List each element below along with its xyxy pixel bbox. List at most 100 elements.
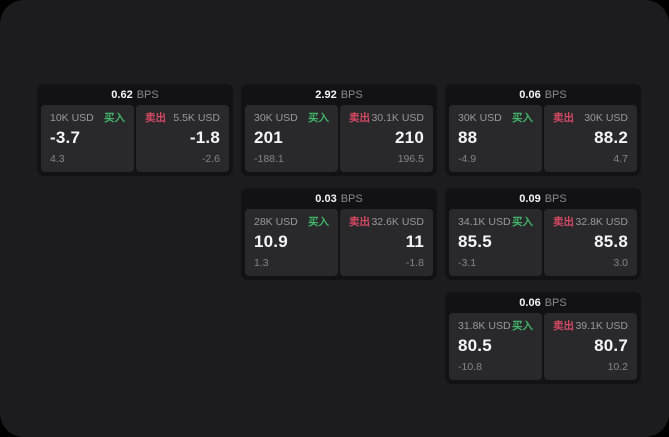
buy-delta: -3.1 xyxy=(458,257,477,269)
sell-tile[interactable]: 卖出 30K USD 88.2 4.7 xyxy=(544,105,637,172)
spread-value: 0.09 xyxy=(519,192,541,205)
buy-delta: 1.3 xyxy=(254,257,269,269)
sell-price: 11 xyxy=(405,232,424,251)
spread-unit-label: BPS xyxy=(340,88,363,101)
buy-notional: 30K USD xyxy=(458,112,502,124)
tile-row: 30K USD 买入 88 -4.9 卖出 30K USD 88.2 4.7 xyxy=(449,105,637,172)
spread-unit-label: BPS xyxy=(340,192,363,205)
spread-unit-label: BPS xyxy=(544,296,567,309)
buy-delta: -188.1 xyxy=(254,153,284,165)
quote-card: 0.06 BPS 30K USD 买入 88 -4.9 卖出 30K USD xyxy=(445,84,641,176)
buy-side-label: 买入 xyxy=(308,216,329,228)
buy-tile[interactable]: 34.1K USD 买入 85.5 -3.1 xyxy=(449,209,542,276)
sell-tile[interactable]: 卖出 32.8K USD 85.8 3.0 xyxy=(544,209,637,276)
tile-row: 30K USD 买入 201 -188.1 卖出 30.1K USD 210 1… xyxy=(245,105,433,172)
buy-tile[interactable]: 31.8K USD 买入 80.5 -10.8 xyxy=(449,313,542,380)
buy-side-label: 买入 xyxy=(512,112,533,124)
buy-notional: 31.8K USD xyxy=(458,320,511,332)
spread-header: 0.06 BPS xyxy=(449,84,637,105)
buy-price: 80.5 xyxy=(458,336,492,355)
buy-notional: 28K USD xyxy=(254,216,298,228)
buy-notional: 34.1K USD xyxy=(458,216,511,228)
sell-delta: 10.2 xyxy=(607,361,628,373)
sell-side-label: 卖出 xyxy=(349,216,370,228)
buy-notional: 10K USD xyxy=(50,112,94,124)
sell-side-label: 卖出 xyxy=(553,112,574,124)
sell-price: 88.2 xyxy=(594,128,628,147)
sell-notional: 32.6K USD xyxy=(371,216,424,228)
sell-notional: 39.1K USD xyxy=(575,320,628,332)
quote-card: 0.03 BPS 28K USD 买入 10.9 1.3 卖出 32.6K US… xyxy=(241,188,437,280)
sell-side-label: 卖出 xyxy=(145,112,166,124)
quote-card: 0.06 BPS 31.8K USD 买入 80.5 -10.8 卖出 39.1… xyxy=(445,292,641,384)
buy-delta: 4.3 xyxy=(50,153,65,165)
sell-price: 210 xyxy=(395,128,424,147)
spread-value: 0.62 xyxy=(111,88,133,101)
buy-side-label: 买入 xyxy=(104,112,125,124)
spread-header: 0.06 BPS xyxy=(449,292,637,313)
sell-tile-top: 卖出 32.8K USD xyxy=(553,216,628,229)
spread-value: 0.06 xyxy=(519,88,541,101)
buy-price: 201 xyxy=(254,128,283,147)
sell-notional: 30K USD xyxy=(584,112,628,124)
sell-tile[interactable]: 卖出 30.1K USD 210 196.5 xyxy=(340,105,433,172)
buy-notional: 30K USD xyxy=(254,112,298,124)
tile-row: 31.8K USD 买入 80.5 -10.8 卖出 39.1K USD 80.… xyxy=(449,313,637,380)
sell-tile-top: 卖出 39.1K USD xyxy=(553,320,628,333)
buy-side-label: 买入 xyxy=(308,112,329,124)
quote-card: 0.09 BPS 34.1K USD 买入 85.5 -3.1 卖出 32.8K… xyxy=(445,188,641,280)
buy-side-label: 买入 xyxy=(512,320,533,332)
spread-value: 0.03 xyxy=(315,192,337,205)
sell-price: 85.8 xyxy=(594,232,628,251)
sell-tile-top: 卖出 32.6K USD xyxy=(349,216,424,229)
sell-delta: -2.6 xyxy=(201,153,220,165)
quote-card: 2.92 BPS 30K USD 买入 201 -188.1 卖出 30.1K … xyxy=(241,84,437,176)
sell-tile-top: 卖出 30K USD xyxy=(553,112,628,125)
sell-delta: 196.5 xyxy=(397,153,424,165)
sell-notional: 30.1K USD xyxy=(371,112,424,124)
spread-value: 0.06 xyxy=(519,296,541,309)
sell-delta: 4.7 xyxy=(613,153,628,165)
spread-header: 0.62 BPS xyxy=(41,84,229,105)
sell-notional: 32.8K USD xyxy=(575,216,628,228)
buy-tile-top: 30K USD 买入 xyxy=(458,112,533,125)
sell-side-label: 卖出 xyxy=(553,216,574,228)
tile-row: 28K USD 买入 10.9 1.3 卖出 32.6K USD 11 -1.8 xyxy=(245,209,433,276)
sell-notional: 5.5K USD xyxy=(173,112,220,124)
buy-tile[interactable]: 30K USD 买入 201 -188.1 xyxy=(245,105,338,172)
sell-delta: 3.0 xyxy=(613,257,628,269)
spread-header: 0.03 BPS xyxy=(245,188,433,209)
sell-tile[interactable]: 卖出 5.5K USD -1.8 -2.6 xyxy=(136,105,229,172)
buy-tile-top: 30K USD 买入 xyxy=(254,112,329,125)
spread-unit-label: BPS xyxy=(136,88,159,101)
sell-price: -1.8 xyxy=(189,128,220,147)
sell-delta: -1.8 xyxy=(405,257,424,269)
sell-tile-top: 卖出 5.5K USD xyxy=(145,112,220,125)
tile-row: 10K USD 买入 -3.7 4.3 卖出 5.5K USD -1.8 -2.… xyxy=(41,105,229,172)
spread-unit-label: BPS xyxy=(544,192,567,205)
buy-tile-top: 10K USD 买入 xyxy=(50,112,125,125)
buy-tile[interactable]: 28K USD 买入 10.9 1.3 xyxy=(245,209,338,276)
sell-tile[interactable]: 卖出 39.1K USD 80.7 10.2 xyxy=(544,313,637,380)
spread-value: 2.92 xyxy=(315,88,337,101)
buy-delta: -4.9 xyxy=(458,153,477,165)
buy-side-label: 买入 xyxy=(512,216,533,228)
sell-side-label: 卖出 xyxy=(349,112,370,124)
buy-price: 10.9 xyxy=(254,232,288,251)
buy-price: 85.5 xyxy=(458,232,492,251)
tile-row: 34.1K USD 买入 85.5 -3.1 卖出 32.8K USD 85.8… xyxy=(449,209,637,276)
buy-tile-top: 31.8K USD 买入 xyxy=(458,320,533,333)
sell-price: 80.7 xyxy=(594,336,628,355)
buy-delta: -10.8 xyxy=(458,361,482,373)
sell-tile-top: 卖出 30.1K USD xyxy=(349,112,424,125)
sell-tile[interactable]: 卖出 32.6K USD 11 -1.8 xyxy=(340,209,433,276)
buy-tile[interactable]: 30K USD 买入 88 -4.9 xyxy=(449,105,542,172)
spread-header: 0.09 BPS xyxy=(449,188,637,209)
spread-unit-label: BPS xyxy=(544,88,567,101)
buy-tile[interactable]: 10K USD 买入 -3.7 4.3 xyxy=(41,105,134,172)
quote-grid: 0.62 BPS 10K USD 买入 -3.7 4.3 卖出 5.5K USD xyxy=(37,84,641,384)
buy-price: -3.7 xyxy=(50,128,81,147)
sell-side-label: 卖出 xyxy=(553,320,574,332)
buy-price: 88 xyxy=(458,128,478,147)
